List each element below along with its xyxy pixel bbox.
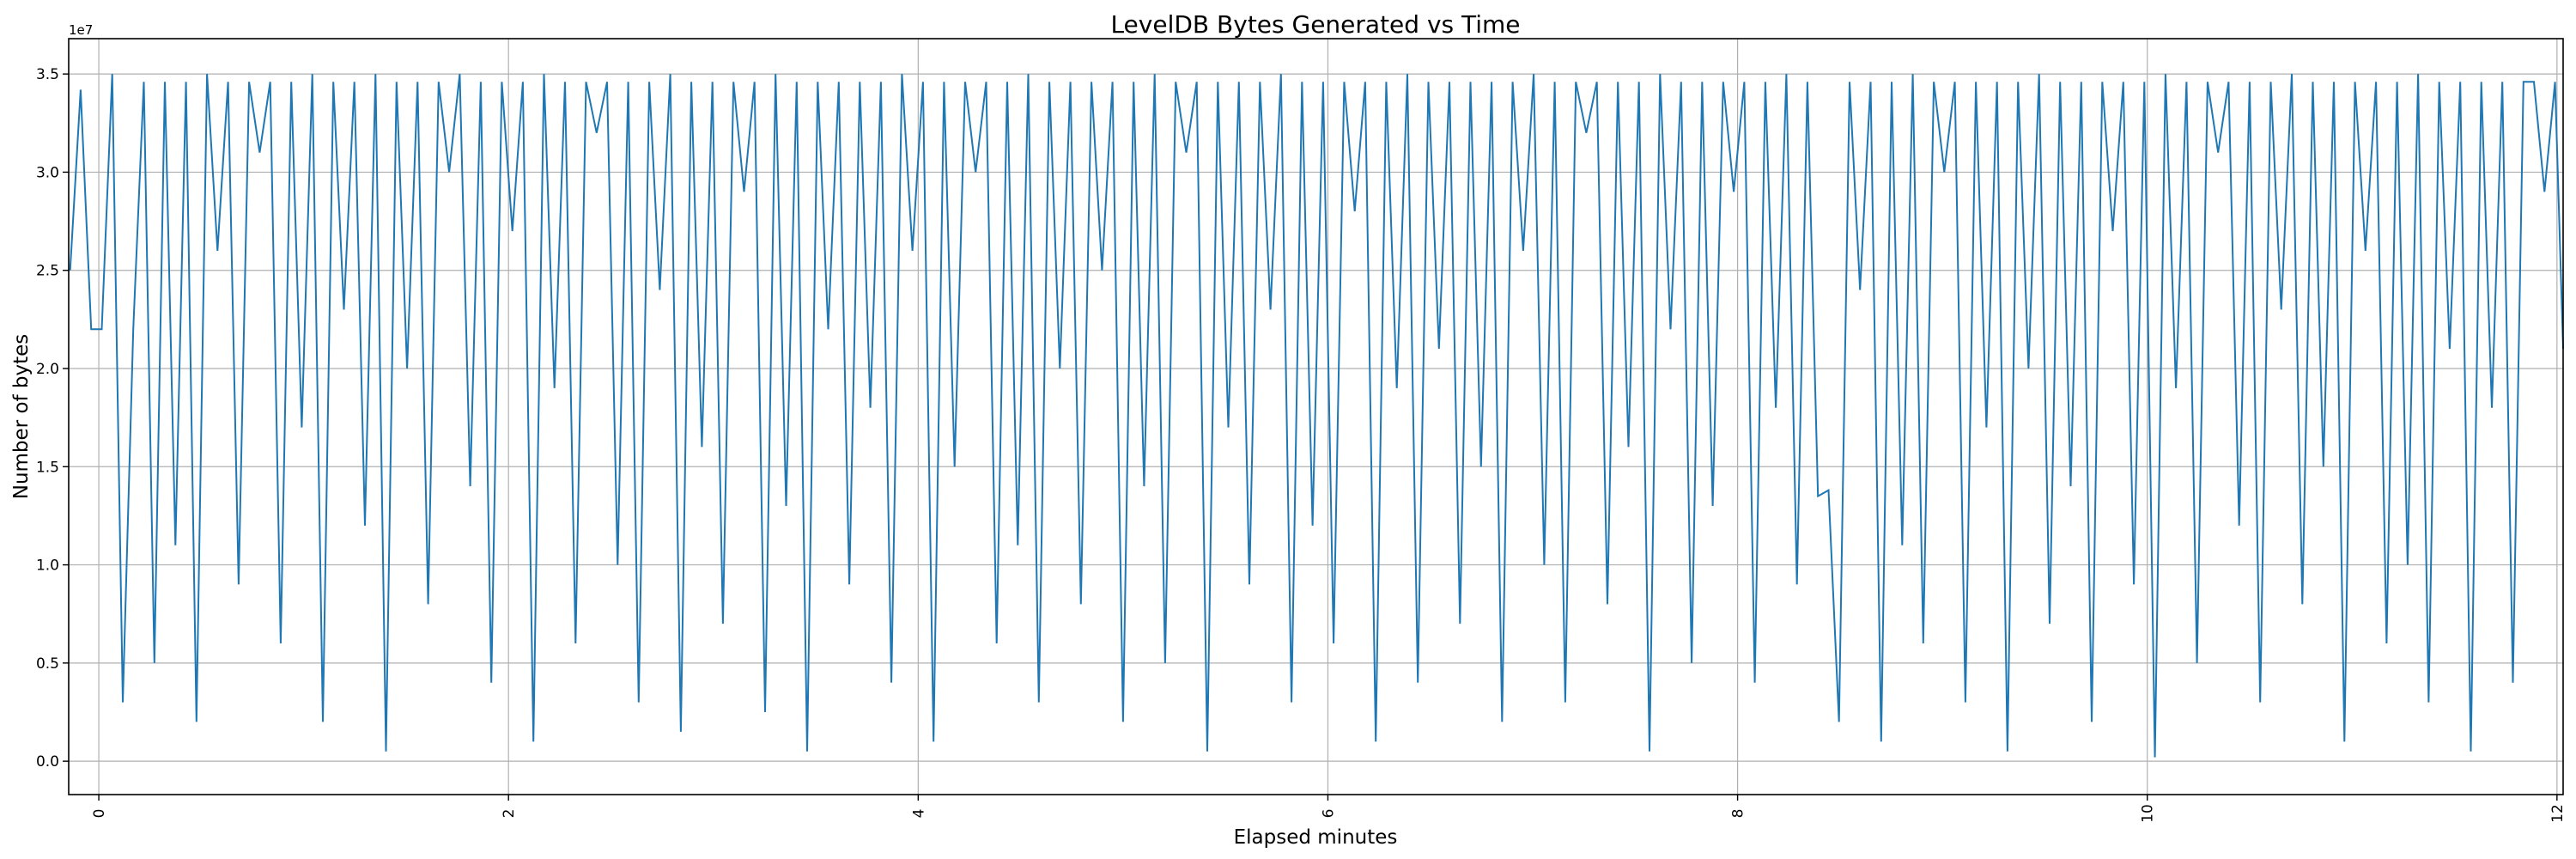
y-tick-label: 1.5 — [36, 459, 59, 476]
y-offset-label: 1e7 — [69, 22, 93, 38]
y-tick-label: 3.0 — [36, 164, 59, 181]
y-tick-label: 0.0 — [36, 753, 59, 771]
chart-title: LevelDB Bytes Generated vs Time — [1110, 10, 1520, 39]
ticks-group: 0 2 4 6 8 10 12 0.0 0.5 1.0 1.5 2.0 2.5 3.0 3.5 — [36, 66, 2567, 823]
series-line — [69, 73, 2564, 758]
plot-frame — [68, 38, 2564, 795]
y-axis-label: Number of bytes — [10, 334, 33, 500]
y-tick-label: 1.0 — [36, 557, 59, 575]
x-tick-label: 12 — [2549, 804, 2567, 823]
x-axis-label: Elapsed minutes — [1234, 826, 1398, 849]
x-tick-label: 2 — [501, 809, 518, 819]
x-tick-label: 0 — [91, 809, 108, 819]
y-tick-label: 0.5 — [36, 655, 59, 673]
series-group — [69, 73, 2564, 758]
y-tick-label: 2.5 — [36, 263, 59, 280]
x-tick-label: 6 — [1320, 809, 1337, 819]
x-tick-label: 4 — [910, 809, 927, 819]
x-tick-label: 8 — [1730, 809, 1747, 819]
y-tick-label: 2.0 — [36, 361, 59, 378]
x-tick-label: 10 — [2140, 804, 2157, 823]
y-tick-label: 3.5 — [36, 66, 59, 83]
